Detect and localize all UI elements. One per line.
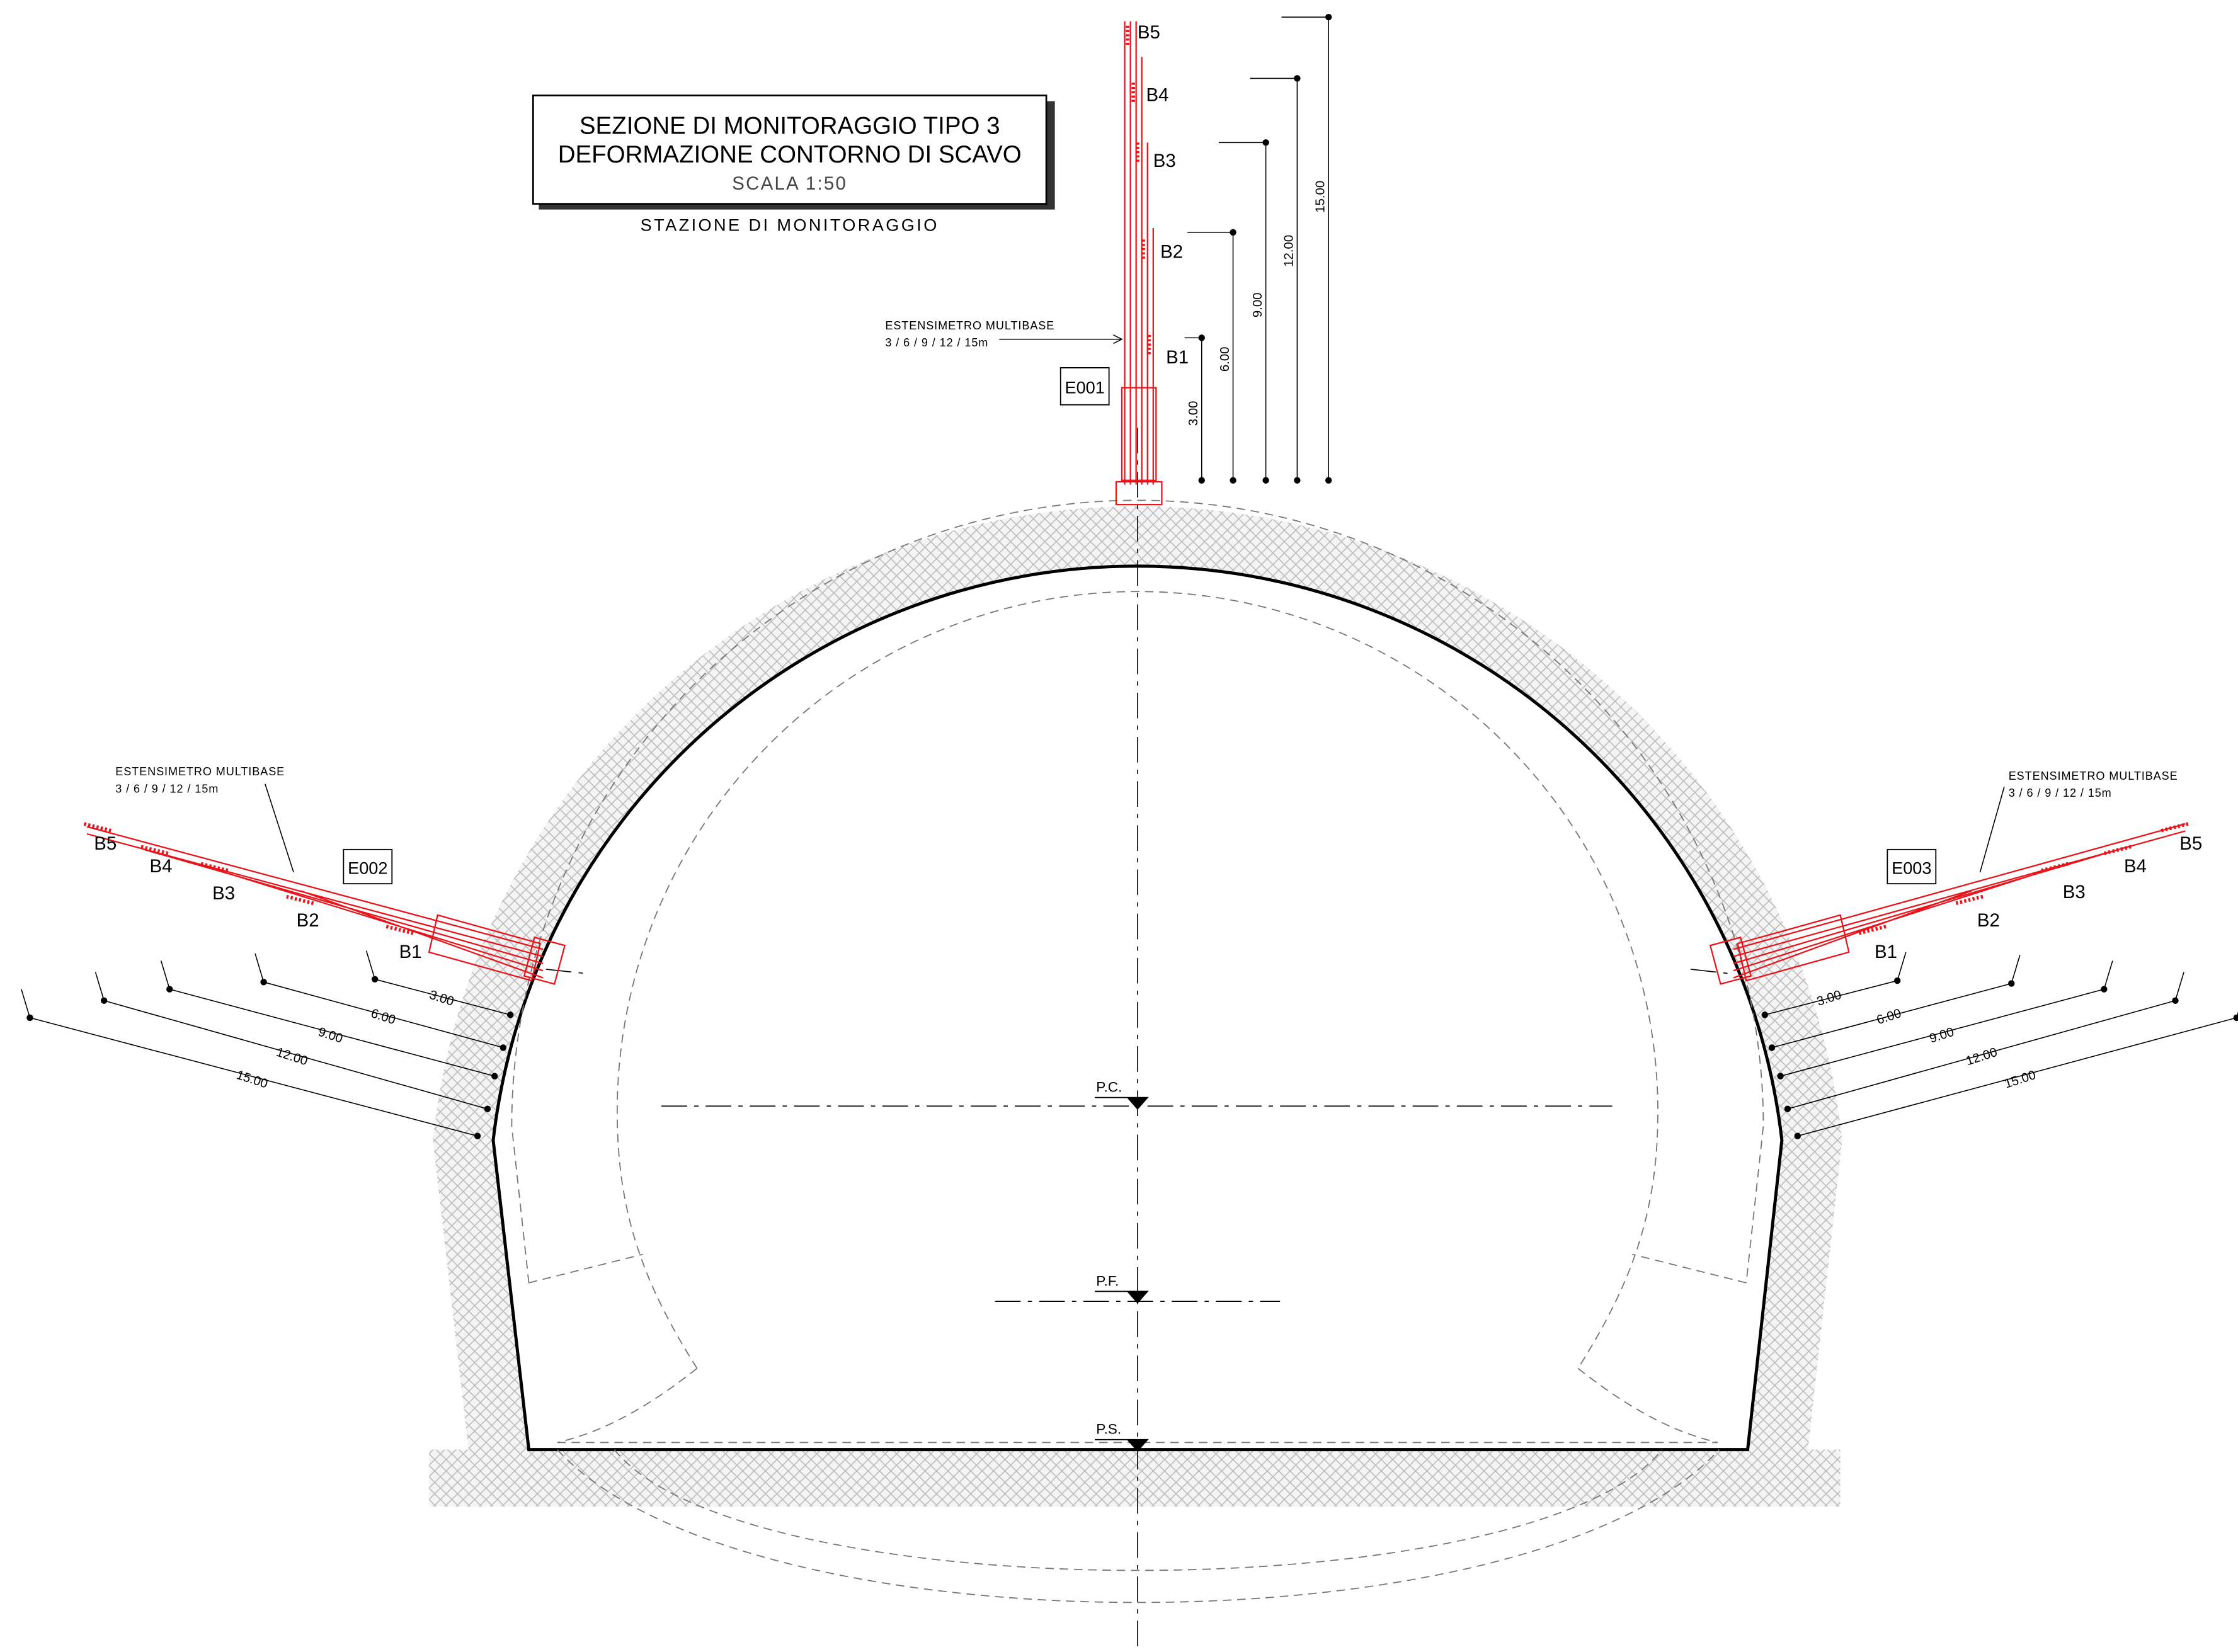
note: 3 / 6 / 9 / 12 / 15m bbox=[115, 782, 219, 795]
dimension-line bbox=[1787, 972, 2184, 1110]
dimension-label: 12.00 bbox=[1964, 1045, 1999, 1069]
base-label: B4 bbox=[1146, 85, 1169, 106]
title-line: SEZIONE DI MONITORAGGIO TIPO 3 bbox=[579, 113, 1000, 140]
id-box bbox=[343, 848, 393, 885]
dimension-dot bbox=[371, 976, 379, 983]
dimension-dot bbox=[491, 1073, 498, 1079]
dimension-dot bbox=[26, 1014, 33, 1022]
base-label: B3 bbox=[212, 883, 235, 904]
dimension-dot bbox=[1294, 75, 1301, 82]
dimension-line bbox=[94, 972, 488, 1110]
dimension-dot bbox=[2008, 980, 2015, 987]
level-label: P.C. bbox=[1096, 1079, 1122, 1095]
dimension-dot bbox=[506, 1011, 514, 1018]
base-label: B1 bbox=[1166, 347, 1189, 368]
dimension-dot bbox=[1794, 1132, 1801, 1139]
dimension-dot bbox=[474, 1132, 481, 1139]
dimension-label: 6.00 bbox=[1875, 1006, 1903, 1027]
base-label: B1 bbox=[399, 942, 422, 962]
dimension-dot bbox=[1294, 477, 1301, 484]
dimension-label: 9.00 bbox=[1251, 292, 1265, 317]
dimension-label: 15.00 bbox=[234, 1068, 269, 1091]
dimension-label: 3.00 bbox=[1815, 988, 1843, 1009]
dimension-line bbox=[21, 989, 478, 1137]
title-box bbox=[532, 94, 1048, 205]
dimension-label: 3.00 bbox=[428, 988, 455, 1009]
dimension-dot bbox=[1325, 13, 1332, 21]
base-label: B2 bbox=[1160, 242, 1183, 263]
extensometer-id: E002 bbox=[348, 858, 387, 877]
note: ESTENSIMETRO MULTIBASE bbox=[2009, 770, 2178, 782]
base-label: B3 bbox=[2063, 882, 2086, 903]
dimension-line bbox=[1281, 16, 1329, 481]
dimension-dot bbox=[1777, 1073, 1784, 1079]
dimension-dot bbox=[1325, 477, 1332, 484]
note: ESTENSIMETRO MULTIBASE bbox=[885, 319, 1054, 332]
base-label: B2 bbox=[1977, 910, 2000, 931]
rock-band-foot bbox=[429, 1449, 1841, 1507]
base-label: B5 bbox=[2179, 833, 2202, 854]
dimension-label: 12.00 bbox=[275, 1045, 309, 1069]
dimension-dot bbox=[1768, 1044, 1776, 1051]
dimension-line bbox=[1187, 232, 1234, 481]
dimension-dot bbox=[1784, 1105, 1791, 1112]
dimension-line bbox=[1218, 142, 1267, 481]
base-label: B3 bbox=[1153, 151, 1176, 171]
dimension-dot bbox=[1230, 229, 1236, 236]
dimension-dot bbox=[500, 1044, 507, 1051]
station-label: STAZIONE DI MONITORAGGIO bbox=[641, 215, 939, 235]
dimension-dot bbox=[260, 979, 267, 986]
level-label: P.S. bbox=[1096, 1421, 1121, 1437]
title-scale: SCALA 1:50 bbox=[732, 173, 847, 194]
dimension-dot bbox=[1198, 334, 1205, 341]
dimension-dot bbox=[166, 986, 173, 993]
dimension-line bbox=[160, 960, 495, 1077]
dimension-dot bbox=[1893, 977, 1901, 984]
extensometer-id: E001 bbox=[1065, 378, 1104, 397]
dimension-label: 12.00 bbox=[1282, 235, 1296, 267]
dimension-label: 6.00 bbox=[369, 1006, 397, 1027]
dimension-dot bbox=[1262, 139, 1269, 146]
dimension-label: 3.00 bbox=[1187, 401, 1201, 426]
level-markers bbox=[1095, 1097, 1149, 1452]
extensometer-id: E003 bbox=[1892, 858, 1931, 877]
leader bbox=[1979, 787, 2005, 873]
extensometer-red bbox=[86, 21, 2186, 985]
dimension-dot bbox=[1198, 477, 1205, 484]
id-box bbox=[1887, 848, 1937, 885]
base-label: B4 bbox=[2124, 856, 2147, 877]
base-label: B1 bbox=[1875, 942, 1897, 962]
dimension-line bbox=[1250, 77, 1298, 481]
dimension-label: 6.00 bbox=[1218, 346, 1232, 372]
dimension-dot bbox=[1761, 1011, 1768, 1018]
note: ESTENSIMETRO MULTIBASE bbox=[115, 765, 285, 778]
note: 3 / 6 / 9 / 12 / 15m bbox=[885, 336, 988, 349]
level-label: P.F. bbox=[1096, 1273, 1119, 1289]
lining-dashed bbox=[511, 499, 1764, 1604]
base-label: B5 bbox=[1138, 22, 1160, 43]
dimension-label: 15.00 bbox=[2003, 1068, 2038, 1091]
dimension-dot bbox=[2101, 986, 2108, 993]
dimension-line bbox=[1780, 960, 2113, 1077]
dimension-dot bbox=[484, 1105, 491, 1112]
title-line: DEFORMAZIONE CONTORNO DI SCAVO bbox=[558, 141, 1022, 168]
dimension-dot bbox=[100, 997, 108, 1004]
dimension-dot bbox=[1230, 477, 1236, 484]
leader bbox=[999, 334, 1123, 345]
anchor-marks bbox=[83, 25, 2189, 936]
leader bbox=[265, 783, 294, 873]
dimension-dot bbox=[2233, 1014, 2238, 1022]
base-label: B4 bbox=[150, 856, 173, 877]
id-box bbox=[1059, 367, 1110, 406]
base-label: B2 bbox=[297, 910, 319, 931]
dimension-label: 9.00 bbox=[1928, 1025, 1956, 1046]
base-label: B5 bbox=[94, 833, 117, 854]
dimension-label: 15.00 bbox=[1313, 181, 1327, 213]
dimension-line bbox=[1797, 1011, 2238, 1137]
dimension-dot bbox=[1262, 477, 1269, 484]
dimension-dot bbox=[2172, 997, 2179, 1004]
dimension-label: 9.00 bbox=[316, 1025, 344, 1046]
note: 3 / 6 / 9 / 12 / 15m bbox=[2009, 787, 2112, 799]
